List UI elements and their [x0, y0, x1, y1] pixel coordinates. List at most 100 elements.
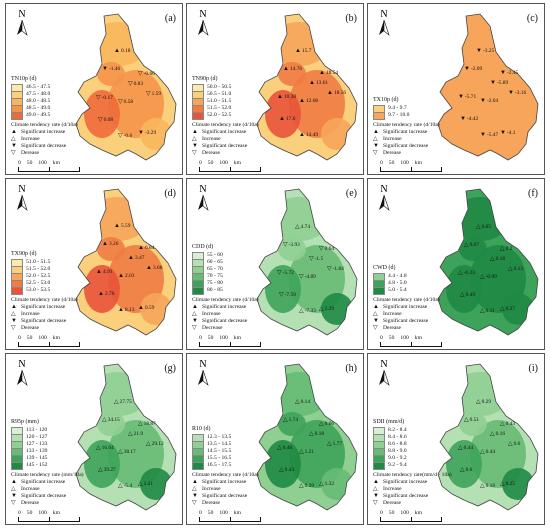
map-fill-zone	[265, 90, 301, 138]
legend-range: 51.5 - 52.0	[26, 266, 51, 272]
station-point: ▲10.38	[277, 94, 296, 100]
scale-unit: km	[233, 510, 241, 516]
station-point: △0.44	[458, 444, 473, 451]
station-marker-icon: △	[460, 467, 465, 473]
station-value: 4.74	[300, 224, 311, 230]
trend-item: ▽ Decrease	[192, 325, 259, 332]
station-value: 15.7	[301, 48, 312, 54]
station-marker-icon: △	[319, 421, 324, 427]
trend-item: ▽ Derease	[373, 500, 452, 507]
station-point: △0.18	[309, 430, 324, 437]
station-value: 0.58	[123, 99, 134, 105]
station-value: 12.68	[305, 98, 319, 104]
map-fill-zone	[84, 265, 120, 313]
trend-label: Significant increase	[21, 304, 66, 310]
legend-range: 55 - 60	[207, 252, 223, 258]
trend-label: Significant increase	[21, 129, 66, 135]
station-point: △0.2	[500, 245, 512, 252]
station-marker-icon: △	[500, 246, 505, 252]
map-fill-zone	[278, 62, 306, 86]
station-point: ▼-4.1	[500, 130, 516, 136]
north-arrow-icon: N	[195, 360, 211, 391]
station-marker-icon: ▼	[102, 66, 108, 72]
station-point: ▲17.6	[279, 116, 295, 122]
trend-item: △ Increase	[373, 311, 440, 318]
trend-label: Significant decrease	[202, 493, 248, 499]
trend-symbol-icon: ▲	[11, 129, 17, 135]
map-fill-zone	[459, 62, 487, 86]
station-marker-icon: △	[480, 483, 485, 489]
trend-symbol-icon: ▲	[373, 479, 379, 485]
station-marker-icon: ▼	[480, 98, 486, 104]
station-point: ▼-4.42	[460, 116, 478, 122]
legend-item: 80 - 85	[192, 286, 223, 295]
trend-label: Derease	[21, 150, 40, 156]
scale-tick: 100	[400, 510, 409, 516]
station-point: ▼-2.45	[500, 70, 518, 76]
legend-range: 120 - 127	[26, 434, 48, 440]
region-map-i	[437, 363, 539, 511]
scale-tick: 50	[388, 510, 395, 516]
station-marker-icon: △	[299, 483, 304, 489]
station-value: -3.29	[144, 130, 157, 136]
trend-title: Climate tendency rate (d/10a)	[192, 122, 259, 128]
station-point: △1.29	[319, 305, 334, 312]
station-value: 0.25	[505, 481, 516, 487]
trend-symbol-icon: ▽	[373, 150, 378, 156]
station-point: △-7.33	[299, 307, 316, 314]
north-arrow-shape	[379, 369, 390, 386]
map-fill-zone	[84, 440, 120, 488]
scale-tick: 50	[388, 160, 395, 166]
station-point: ▽1.59	[146, 90, 161, 97]
station-point: △0.29	[476, 398, 491, 405]
station-marker-icon: ▲	[279, 116, 285, 122]
region-map-c	[437, 13, 539, 161]
scale-tick: 0	[199, 160, 202, 166]
station-value: -3.16	[514, 90, 527, 96]
trend-item: △ Increase	[373, 486, 452, 493]
legend-range: 9.0 - 9.2	[388, 455, 407, 461]
legend-item: 49.0 - 49.5	[11, 111, 50, 120]
station-marker-icon: △	[102, 417, 107, 423]
north-arrow-shape	[17, 194, 28, 211]
trend-symbol-icon: △	[192, 486, 197, 492]
trend-label: Increase	[383, 311, 402, 317]
station-value: -4.89	[304, 274, 316, 280]
trend-item: ▽ Derease	[192, 150, 259, 157]
station-value: 0.16	[495, 431, 506, 437]
scale-tick: 100	[219, 510, 228, 516]
panel-label: (c)	[526, 13, 538, 24]
station-point: △0.46	[277, 444, 292, 451]
scale-bar: 0 50 100 km	[199, 160, 261, 172]
station-marker-icon: ▲	[327, 90, 333, 96]
trend-symbol-icon: ▼	[192, 318, 198, 324]
station-marker-icon: ▲	[118, 273, 124, 279]
trend-item: ▼ Significant decrease	[192, 493, 259, 500]
station-marker-icon: ▽	[146, 91, 151, 97]
trend-item: ▽ Derease	[192, 500, 259, 507]
scale-bar-line	[18, 517, 80, 522]
station-value: 0.43	[284, 467, 295, 473]
trend-item: ▼ Significant decrease	[11, 493, 84, 500]
region-outline	[256, 13, 358, 161]
station-marker-icon: △	[480, 449, 485, 455]
scale-unit: km	[52, 510, 60, 516]
scale-unit: km	[233, 160, 241, 166]
station-value: -0.23	[463, 270, 475, 276]
station-marker-icon: ▼	[500, 130, 506, 136]
station-value: 0.2	[505, 246, 513, 252]
trend-label: Significant decrease	[383, 143, 429, 149]
station-point: △0.44	[480, 448, 495, 455]
legend-range: 8.8 - 9.0	[388, 448, 407, 454]
station-value: 14.49	[305, 132, 319, 138]
station-value: 0.44	[463, 445, 474, 451]
station-value: 0.44	[485, 449, 496, 455]
map-fill-zone	[459, 412, 487, 436]
legend: SDII (mm/d) 8.2 - 8.4 8.4 - 8.6 8.6 - 8.8 8.…	[373, 419, 407, 470]
station-point: △0.66	[319, 420, 334, 427]
station-point: ▲18.54	[319, 70, 338, 76]
station-point: ▽-0.6	[118, 132, 132, 139]
legend: TX10p (d) 9.4 - 9.7 9.7 - 10.0	[373, 97, 409, 120]
station-marker-icon: ▽	[138, 71, 143, 77]
trend-item: △ Increase	[192, 486, 259, 493]
